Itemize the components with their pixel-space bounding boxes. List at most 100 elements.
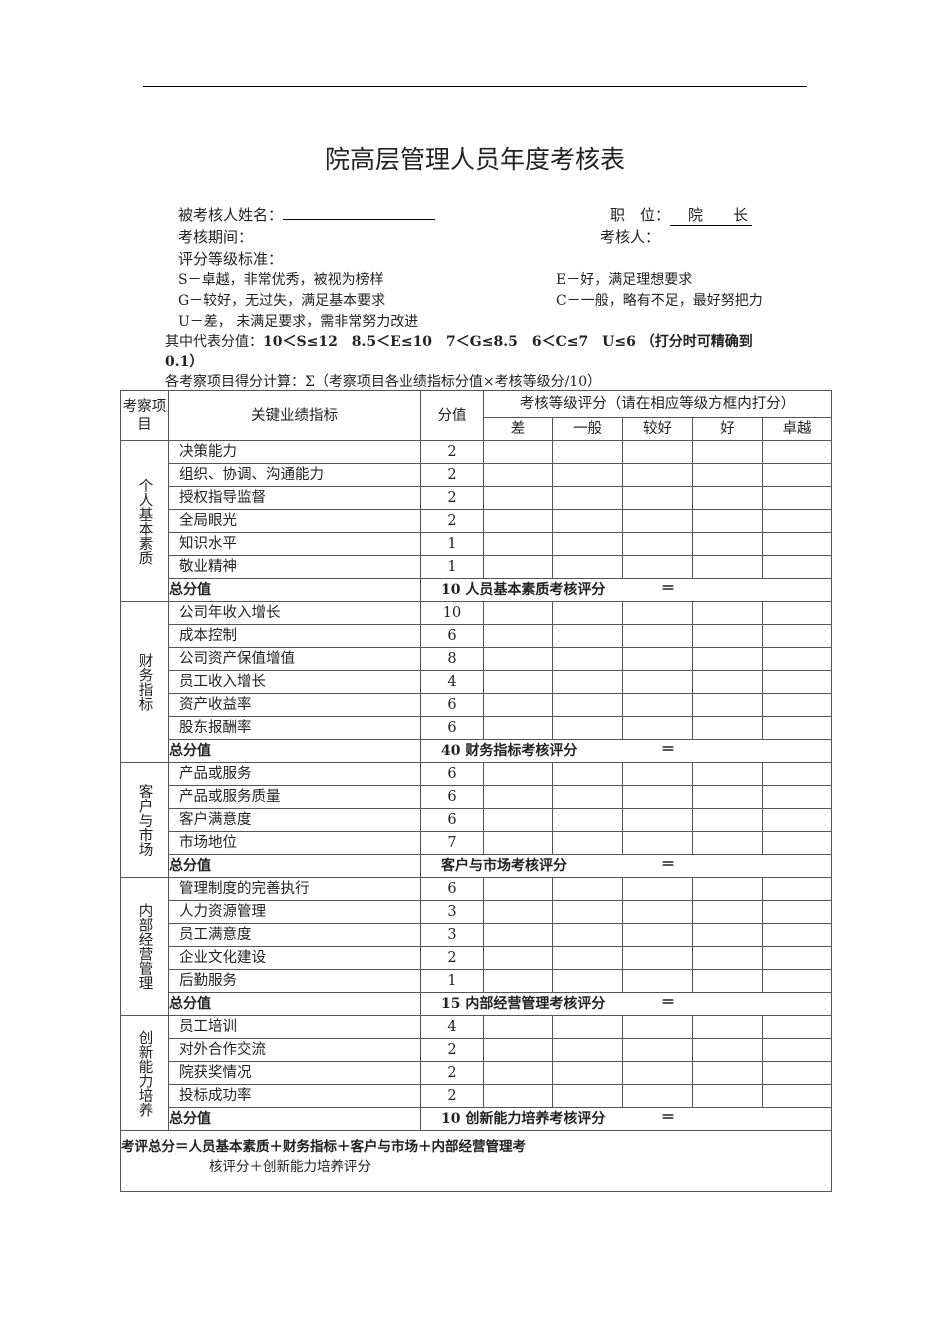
grade-input-cell[interactable] [761,785,833,809]
grade-input-cell[interactable] [761,624,833,648]
grade-input-cell[interactable] [483,969,553,993]
grade-input-cell[interactable] [483,509,553,533]
grade-input-cell[interactable] [622,486,693,510]
grade-input-cell[interactable] [692,486,763,510]
grade-input-cell[interactable] [692,808,763,832]
grade-input-cell[interactable] [692,831,763,855]
grade-input-cell[interactable] [552,831,623,855]
grade-input-cell[interactable] [483,1061,553,1085]
grade-input-cell[interactable] [761,831,833,855]
grade-input-cell[interactable] [761,555,833,579]
grade-input-cell[interactable] [692,555,763,579]
grade-input-cell[interactable] [692,716,763,740]
grade-input-cell[interactable] [692,440,763,464]
grade-input-cell[interactable] [761,647,833,671]
grade-input-cell[interactable] [761,900,833,924]
grade-input-cell[interactable] [552,1061,623,1085]
grade-input-cell[interactable] [622,440,693,464]
grade-input-cell[interactable] [483,1038,553,1062]
grade-input-cell[interactable] [552,532,623,556]
grade-input-cell[interactable] [622,969,693,993]
grade-input-cell[interactable] [622,624,693,648]
grade-input-cell[interactable] [761,1015,833,1039]
grade-input-cell[interactable] [552,900,623,924]
grade-input-cell[interactable] [483,693,553,717]
grade-input-cell[interactable] [552,509,623,533]
grade-input-cell[interactable] [483,831,553,855]
grade-input-cell[interactable] [692,1061,763,1085]
grade-input-cell[interactable] [622,1015,693,1039]
grade-input-cell[interactable] [552,1038,623,1062]
grade-input-cell[interactable] [692,532,763,556]
grade-input-cell[interactable] [552,486,623,510]
grade-input-cell[interactable] [483,716,553,740]
grade-input-cell[interactable] [761,670,833,694]
grade-input-cell[interactable] [552,877,623,901]
name-field[interactable] [283,205,436,220]
grade-input-cell[interactable] [622,532,693,556]
grade-input-cell[interactable] [552,808,623,832]
grade-input-cell[interactable] [622,923,693,947]
grade-input-cell[interactable] [483,647,553,671]
grade-input-cell[interactable] [622,1038,693,1062]
grade-input-cell[interactable] [552,693,623,717]
grade-input-cell[interactable] [483,762,553,786]
grade-input-cell[interactable] [692,670,763,694]
grade-input-cell[interactable] [552,624,623,648]
grade-input-cell[interactable] [552,440,623,464]
grade-input-cell[interactable] [552,1084,623,1108]
grade-input-cell[interactable] [483,624,553,648]
grade-input-cell[interactable] [483,670,553,694]
grade-input-cell[interactable] [692,785,763,809]
grade-input-cell[interactable] [483,440,553,464]
grade-input-cell[interactable] [483,785,553,809]
grade-input-cell[interactable] [552,969,623,993]
grade-input-cell[interactable] [692,1015,763,1039]
grade-input-cell[interactable] [622,509,693,533]
grade-input-cell[interactable] [761,946,833,970]
grade-input-cell[interactable] [692,969,763,993]
grade-input-cell[interactable] [622,1084,693,1108]
grade-input-cell[interactable] [622,647,693,671]
grade-input-cell[interactable] [483,1015,553,1039]
grade-input-cell[interactable] [483,601,553,625]
grade-input-cell[interactable] [552,946,623,970]
grade-input-cell[interactable] [622,877,693,901]
grade-input-cell[interactable] [761,1038,833,1062]
grade-input-cell[interactable] [622,762,693,786]
grade-input-cell[interactable] [483,555,553,579]
grade-input-cell[interactable] [483,946,553,970]
grade-input-cell[interactable] [552,1015,623,1039]
grade-input-cell[interactable] [622,946,693,970]
grade-input-cell[interactable] [483,532,553,556]
grade-input-cell[interactable] [622,463,693,487]
grade-input-cell[interactable] [552,716,623,740]
grade-input-cell[interactable] [552,555,623,579]
grade-input-cell[interactable] [761,509,833,533]
grade-input-cell[interactable] [483,463,553,487]
grade-input-cell[interactable] [483,923,553,947]
grade-input-cell[interactable] [552,463,623,487]
grade-input-cell[interactable] [692,877,763,901]
grade-input-cell[interactable] [761,716,833,740]
grade-input-cell[interactable] [692,647,763,671]
grade-input-cell[interactable] [692,900,763,924]
grade-input-cell[interactable] [483,486,553,510]
grade-input-cell[interactable] [692,601,763,625]
grade-input-cell[interactable] [692,463,763,487]
grade-input-cell[interactable] [552,670,623,694]
grade-input-cell[interactable] [622,693,693,717]
grade-input-cell[interactable] [622,785,693,809]
grade-input-cell[interactable] [622,1061,693,1085]
grade-input-cell[interactable] [761,969,833,993]
grade-input-cell[interactable] [761,923,833,947]
grade-input-cell[interactable] [761,463,833,487]
grade-input-cell[interactable] [692,1038,763,1062]
grade-input-cell[interactable] [692,509,763,533]
grade-input-cell[interactable] [761,877,833,901]
grade-input-cell[interactable] [761,762,833,786]
grade-input-cell[interactable] [622,900,693,924]
grade-input-cell[interactable] [761,808,833,832]
grade-input-cell[interactable] [622,601,693,625]
grade-input-cell[interactable] [761,1061,833,1085]
